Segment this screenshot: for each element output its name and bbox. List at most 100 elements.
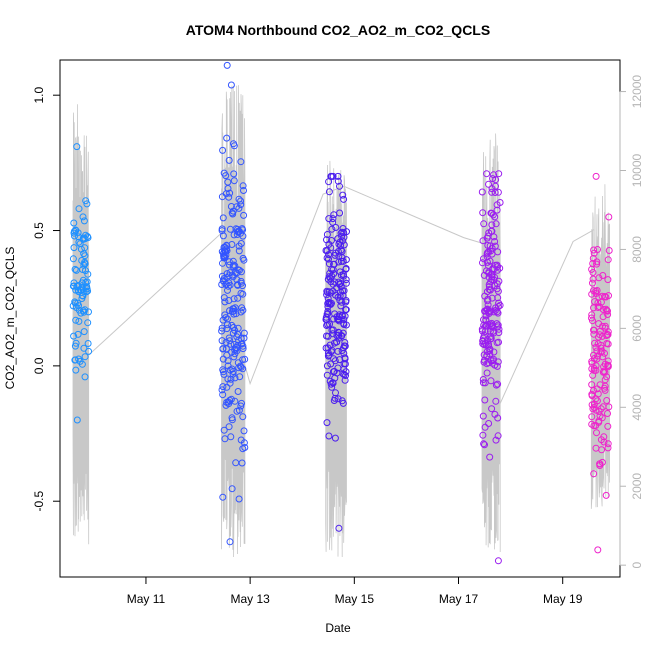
point-flight-2-207 (235, 227, 243, 235)
point-flight-5-77 (588, 420, 596, 428)
point-flight-4-165 (487, 227, 495, 235)
point-flight-1-93 (83, 278, 91, 286)
point-flight-2-163 (231, 397, 239, 405)
point-flight-1-74 (84, 234, 92, 242)
point-flight-5-86 (594, 246, 601, 253)
point-flight-2-117 (235, 242, 243, 250)
point-flight-4-114 (490, 308, 498, 316)
point-flight-4-98 (494, 432, 502, 440)
point-flight-1-37 (78, 360, 86, 368)
point-flight-3-91 (324, 310, 332, 317)
point-flight-5-31 (603, 306, 611, 314)
point-flight-2-104 (231, 350, 239, 358)
point-flight-3-60 (326, 274, 334, 282)
y2-tick-label-3: 6000 (630, 315, 644, 342)
x-tick-label-0: May 11 (127, 592, 166, 606)
point-flight-3-166 (338, 298, 346, 306)
point-flight-4-130 (481, 441, 488, 449)
point-flight-5-29 (588, 413, 596, 421)
point-flight-5-8 (604, 444, 612, 452)
point-flight-3-37 (325, 215, 333, 223)
point-flight-2-151 (225, 258, 233, 266)
point-flight-5-56 (601, 293, 609, 300)
point-flight-2-203 (226, 261, 233, 269)
point-flight-3-194 (339, 237, 346, 245)
point-flight-4-127 (479, 237, 487, 245)
point-flight-4-136 (485, 180, 492, 188)
point-flight-5-89 (589, 269, 597, 276)
point-flight-5-82 (590, 470, 598, 478)
point-flight-2-197 (230, 295, 238, 303)
point-flight-2-142 (240, 211, 248, 219)
point-flight-3-111 (339, 191, 347, 199)
point-flight-1-1 (73, 416, 81, 424)
point-flight-2-218 (234, 266, 242, 274)
point-flight-5-115 (602, 305, 610, 313)
point-flight-1-27 (75, 205, 83, 213)
point-flight-2-31 (225, 423, 233, 431)
point-flight-4-178 (489, 265, 497, 273)
point-flight-3-186 (324, 300, 332, 307)
point-flight-4-116 (484, 305, 491, 313)
point-flight-2-123 (241, 355, 249, 363)
point-flight-3-131 (340, 195, 348, 203)
point-flight-4-27 (494, 380, 502, 388)
point-flight-2-146 (223, 325, 231, 333)
point-flight-3-189 (336, 182, 343, 190)
point-flight-1-72 (81, 258, 89, 266)
point-flight-3-150 (340, 316, 348, 323)
point-flight-4-123 (484, 297, 491, 305)
y-tick-label-2: 0.5 (32, 222, 46, 239)
point-flight-3-177 (331, 434, 339, 442)
point-flight-4-82 (481, 379, 489, 387)
point-flight-2-126 (228, 414, 236, 422)
point-flight-5-1 (594, 546, 602, 554)
altitude-trace-flight-1 (72, 104, 90, 545)
point-flight-2-50 (225, 156, 233, 164)
point-flight-3-153 (341, 312, 349, 320)
point-flight-5-4 (589, 279, 596, 287)
point-flight-5-76 (591, 298, 599, 306)
point-flight-4-173 (488, 273, 496, 281)
point-flight-2-144 (238, 304, 246, 312)
point-flight-2-125 (227, 433, 235, 441)
point-flight-4-167 (490, 329, 498, 337)
point-flight-2-217 (224, 286, 231, 294)
point-flight-5-96 (592, 444, 600, 452)
point-flight-2-204 (230, 231, 238, 239)
point-flight-1-25 (72, 366, 80, 374)
point-flight-1-21 (79, 266, 87, 273)
point-flight-3-57 (342, 276, 350, 284)
point-flight-2-139 (218, 337, 226, 345)
point-flight-5-122 (590, 246, 598, 254)
point-flight-5-40 (604, 410, 611, 417)
y-tick-label-0: -0.5 (32, 491, 46, 512)
point-flight-1-31 (79, 213, 87, 221)
point-flight-3-188 (337, 246, 345, 254)
y2-axis: 0 2000 4000 6000 8000 10000 12000 (619, 75, 644, 569)
point-flight-5-10 (589, 405, 597, 413)
point-flight-2-93 (224, 282, 232, 290)
point-flight-5-106 (604, 357, 612, 365)
point-flight-5-62 (600, 367, 608, 375)
point-flight-2-158 (224, 357, 232, 365)
point-flight-4-51 (486, 327, 494, 335)
point-flight-3-105 (331, 357, 339, 365)
point-flight-1-48 (84, 319, 92, 327)
point-flight-2-200 (233, 203, 241, 211)
point-flight-3-99 (339, 399, 347, 407)
point-flight-1-16 (72, 339, 80, 347)
point-flight-1-94 (81, 252, 89, 260)
point-flight-3-187 (340, 344, 348, 352)
point-flight-5-71 (604, 440, 612, 448)
point-flight-3-47 (339, 329, 347, 337)
point-flight-3-199 (325, 255, 332, 263)
point-flight-1-62 (69, 282, 77, 290)
point-flight-3-84 (342, 368, 350, 376)
point-flight-1-50 (78, 295, 86, 302)
point-flight-2-73 (226, 189, 234, 197)
point-flight-3-192 (337, 271, 345, 279)
point-flight-3-163 (323, 247, 331, 255)
point-flight-1-82 (82, 197, 90, 205)
point-flight-4-164 (492, 381, 500, 389)
